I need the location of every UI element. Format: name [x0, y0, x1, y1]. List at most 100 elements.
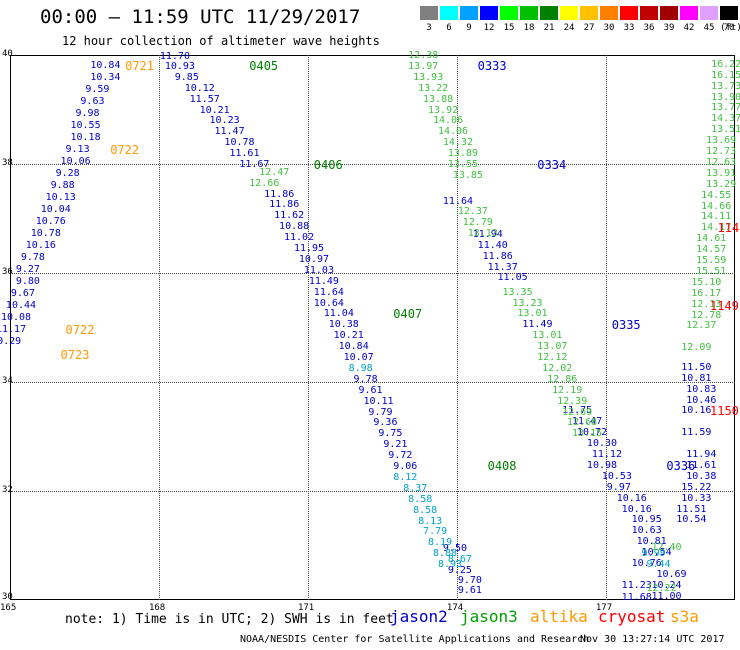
wave-height-jason2: 10.07 [343, 352, 374, 364]
wave-height-jason2: 11.61 [229, 148, 260, 160]
lat-label: 34 [2, 376, 13, 386]
wave-height-jason2: 10.54 [676, 514, 707, 526]
wave-height-jason2: 10.12 [184, 82, 215, 94]
colorbar-swatch [620, 6, 638, 20]
wave-height-jason2: 10.53 [601, 470, 632, 482]
wave-height-jason2: 11.86 [264, 188, 295, 200]
wave-height-jason3: 14.37 [711, 113, 740, 125]
wave-height-jason3: 12.19 [552, 384, 583, 396]
pass-time-label: 0722 [65, 322, 95, 337]
wave-height-jason2: 10.76 [35, 215, 66, 227]
lat-label: 36 [2, 267, 13, 277]
colorbar-label: 27 [583, 23, 595, 33]
wave-height-jason2: 10.06 [60, 155, 91, 167]
colorbar-label: 18 [523, 23, 535, 33]
colorbar-label: 30 [603, 23, 615, 33]
wave-height-jason3: 13.91 [706, 167, 737, 179]
wave-height-jason3: 14.57 [696, 244, 727, 256]
wave-height-jason2: 10.24 [651, 579, 682, 591]
colorbar-label: 3 [426, 23, 432, 33]
colorbar-label: 9 [466, 23, 472, 33]
wave-height-jason2: 11.67 [239, 159, 270, 171]
wave-height-jason3: 13.15 [572, 428, 603, 440]
wave-height-jason3: 12.47 [259, 166, 290, 178]
wave-height-jason3: 15.51 [696, 265, 727, 277]
colorbar-label: 6 [446, 23, 452, 33]
wave-height-jason3: 13.29 [706, 178, 737, 190]
wave-height-jason2: 10.55 [70, 119, 101, 131]
colorbar-swatch [600, 6, 618, 20]
wave-height-jason2: 11.37 [487, 261, 518, 273]
colorbar-label: 36 [643, 23, 655, 33]
wave-height-jason2: 9.79 [368, 406, 393, 418]
wave-height-jason3: 14.61 [696, 233, 727, 245]
wave-height-jason2: 10.69 [656, 568, 687, 580]
wave-height-jason2: 11.23 [621, 579, 652, 591]
colorbar-swatch [500, 6, 518, 20]
wave-height-jason2: 11.47 [214, 126, 245, 138]
wave-height-jason2: 11.50 [681, 361, 712, 373]
colorbar-swatch [520, 6, 538, 20]
wave-height-jason3: 12.22 [646, 583, 677, 595]
wave-height-jason2: 11.02 [284, 232, 315, 244]
wave-height-jason2: 11.51 [676, 503, 707, 515]
wave-height-jason2-cyan: 8.98 [348, 362, 373, 374]
wave-height-jason2: 10.38 [686, 470, 717, 482]
wave-height-jason2-cyan: 7.79 [423, 526, 448, 538]
wave-height-jason3: 12.73 [706, 146, 737, 157]
wave-height-jason3: 12.78 [691, 309, 722, 321]
wave-height-jason2: 9.21 [383, 439, 408, 451]
wave-height-jason2: 9.36 [373, 417, 398, 429]
wave-height-jason3: 12.12 [537, 352, 568, 364]
lon-label: 165 [0, 603, 17, 613]
wave-height-jason2: 10.95 [631, 514, 662, 526]
wave-height-jason2: 11.68 [621, 591, 652, 603]
pass-time-label: 0721 [125, 58, 155, 73]
wave-height-jason3: 13.22 [418, 82, 449, 94]
colorbar-swatch [460, 6, 478, 20]
colorbar-swatch [480, 6, 498, 20]
timestamp-text: Nov 30 13:27:14 UTC 2017 [580, 634, 725, 645]
colorbar-label: 39 [663, 23, 675, 33]
pass-time-label: 0408 [487, 458, 517, 473]
wave-height-jason3: 12.37 [457, 205, 488, 217]
wave-height-jason2: 11.86 [269, 199, 300, 211]
wave-height-jason2: 10.93 [164, 60, 195, 72]
map-frame [10, 55, 735, 600]
wave-height-jason2: 9.80 [15, 275, 40, 287]
wave-height-jason2: 10.98 [586, 459, 618, 471]
lon-label: 168 [148, 603, 166, 613]
wave-height-jason3: 13.73 [711, 80, 740, 92]
wave-height-jason3: 13.92 [428, 104, 459, 116]
wave-height-jason3: 12.38 [408, 50, 439, 62]
wave-height-jason2: 11.94 [472, 228, 503, 240]
wave-height-jason3: 13.35 [502, 286, 533, 298]
wave-height-jason2: 10.76 [631, 558, 662, 570]
legend-jason2: jason2 [390, 607, 448, 626]
wave-height-jason2: 11.40 [477, 239, 508, 251]
wave-height-jason2: 11.94 [686, 449, 717, 461]
grid-line-lat [10, 164, 735, 165]
wave-height-jason2: 9.50 [442, 542, 467, 554]
wave-height-jason2-cyan: 8.93 [437, 559, 463, 571]
pass-time-label: 0407 [393, 307, 423, 322]
wave-height-jason2: 9.88 [50, 179, 75, 191]
wave-height-jason2: 10.46 [686, 394, 717, 406]
wave-height-jason3: 12.69 [562, 406, 593, 418]
colorbar-swatch [640, 6, 658, 20]
wave-height-jason3: 14.11 [701, 211, 732, 223]
colorbar-swatch [720, 6, 738, 20]
lat-label: 30 [2, 592, 13, 602]
lat-label: 32 [2, 485, 13, 495]
wave-height-jason2: 10.38 [328, 319, 359, 331]
wave-height-jason2: 9.61 [358, 384, 383, 396]
wave-height-jason3: 12.13 [691, 298, 722, 310]
wave-height-jason2: 11.12 [591, 449, 622, 461]
legend-cryosat: cryosat [598, 607, 666, 626]
wave-height-jason2: 11.70 [159, 51, 190, 63]
wave-height-jason3: 12.86 [547, 373, 578, 385]
wave-height-jason2: 10.29 [0, 335, 22, 347]
wave-height-jason3: 14.17 [701, 222, 732, 234]
wave-height-jason3: 12.40 [651, 541, 682, 553]
wave-height-jason2: 10.81 [681, 372, 712, 384]
